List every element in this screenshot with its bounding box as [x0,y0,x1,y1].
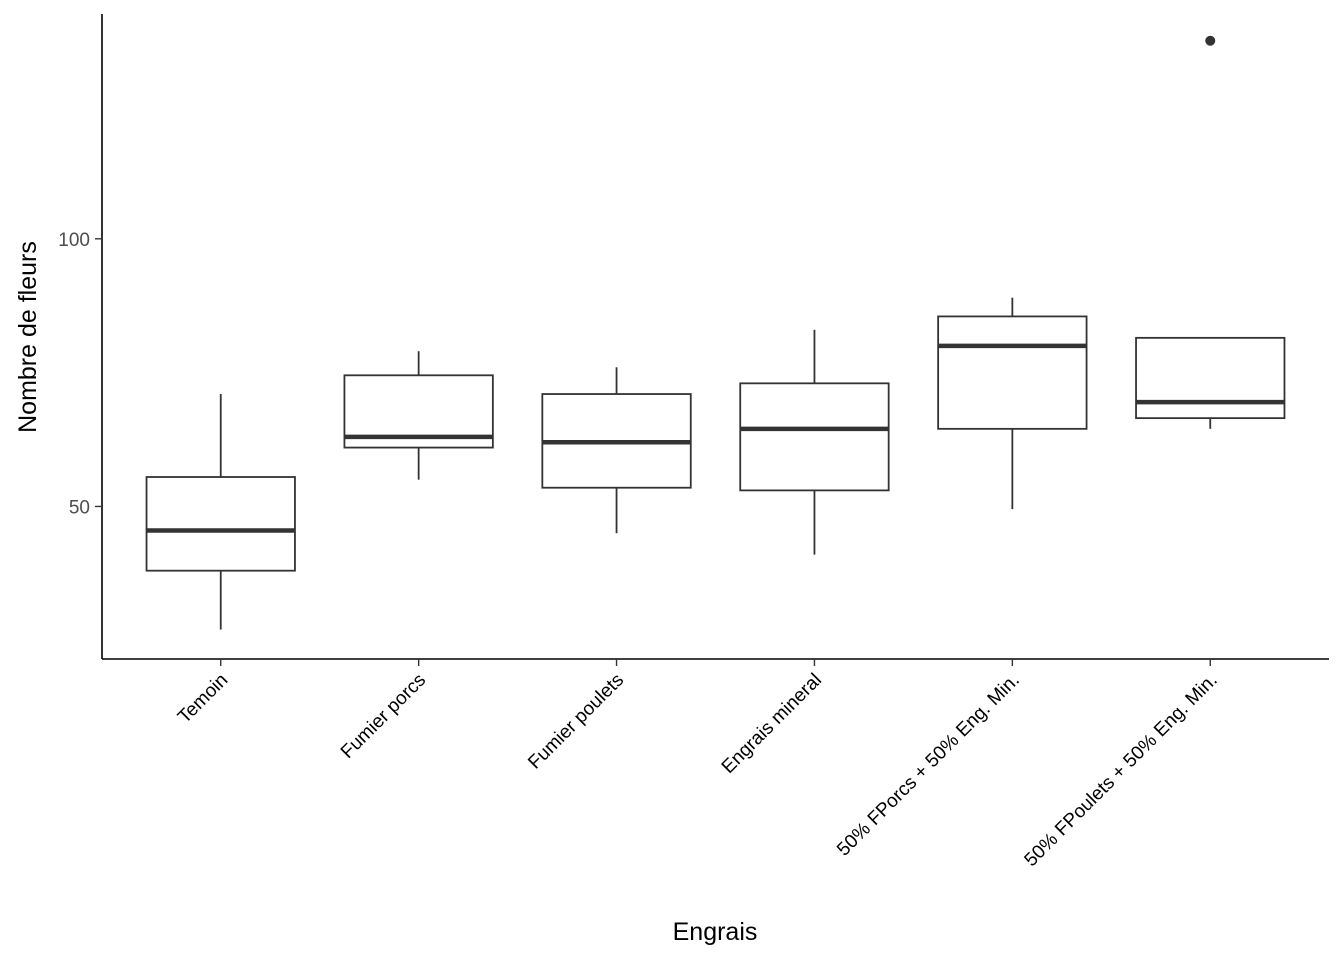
box-group [739,329,890,555]
y-axis-title: Nombre de fleurs [14,241,42,433]
x-tick-label: Engrais mineral [718,670,826,778]
box-group [1135,35,1286,429]
boxes-layer [145,35,1286,630]
y-tick-label: 50 [69,497,90,518]
axes-layer [101,14,1329,660]
outlier-point [1205,35,1216,46]
x-tick-label: Fumier poulets [524,670,628,774]
box-iqr [145,476,296,572]
x-tick-label: Temoin [174,670,232,728]
y-ticks-layer: 50 100 [58,230,102,518]
box-iqr [1135,336,1286,420]
y-tick-label: 100 [58,230,90,251]
x-tick-label: 50% FPoulets + 50% Eng. Min. [1021,670,1222,871]
box-group [541,367,692,534]
box-group [937,297,1088,510]
box-iqr [937,315,1088,430]
box-iqr [739,382,890,492]
box-group [145,394,296,630]
x-axis-title: Engrais [673,918,758,946]
x-ticks-layer: Temoin Fumier porcs Fumier poulets Engrais … [174,659,1222,871]
x-tick-label: Fumier porcs [337,670,430,763]
x-tick-label: 50% FPorcs + 50% Eng. Min. [833,670,1024,861]
box-group [343,351,494,480]
